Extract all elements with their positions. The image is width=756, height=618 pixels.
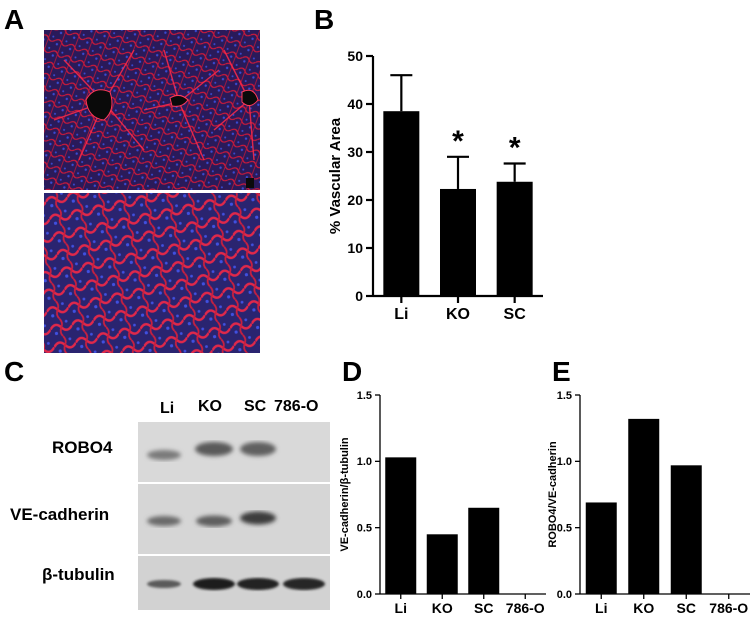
blot-row-label: β-tubulin bbox=[42, 565, 115, 584]
y-axis-title: VE-cadherin/β-tubulin bbox=[339, 437, 351, 552]
micrograph-top bbox=[44, 30, 260, 190]
bar bbox=[496, 181, 533, 296]
lane-label: KO bbox=[198, 398, 222, 415]
y-tick-label: 40 bbox=[347, 96, 363, 112]
y-tick-label: 0.5 bbox=[557, 523, 572, 535]
x-tick-label: KO bbox=[633, 600, 654, 616]
panel-label-e: E bbox=[552, 356, 571, 387]
x-tick-label: SC bbox=[504, 306, 527, 323]
significance-asterisk: * bbox=[509, 132, 521, 165]
y-tick-label: 20 bbox=[347, 192, 363, 208]
x-tick-label: SC bbox=[474, 600, 493, 616]
y-tick-label: 0 bbox=[355, 288, 363, 304]
bar bbox=[468, 507, 500, 594]
micrograph-bottom bbox=[44, 193, 260, 353]
y-axis-title: ROBO4/VE-cadherin bbox=[548, 441, 559, 548]
x-tick-label: Li bbox=[394, 306, 408, 323]
blot-row-label: VE-cadherin bbox=[10, 505, 110, 524]
bar bbox=[383, 111, 420, 296]
bar bbox=[628, 418, 660, 594]
panel-label-c: C bbox=[4, 356, 25, 387]
x-tick-label: SC bbox=[677, 600, 696, 616]
x-tick-label: 786-O bbox=[506, 600, 545, 616]
panel-label-b: B bbox=[314, 4, 335, 35]
chart-robo4-ratio: 0.0 0.5 1.0 1.5 ROBO4/VE-cadherin Li KO SC 786-O bbox=[548, 390, 750, 616]
significance-asterisk: * bbox=[452, 125, 464, 158]
lane-label: SC bbox=[244, 398, 267, 415]
x-tick-label: KO bbox=[446, 306, 470, 323]
panel-label-d: D bbox=[342, 356, 363, 387]
bar bbox=[385, 457, 417, 594]
y-tick-label: 1.0 bbox=[357, 456, 372, 468]
lane-label: Li bbox=[160, 400, 175, 417]
lane-label: 786-O bbox=[274, 398, 319, 415]
y-tick-label: 10 bbox=[347, 240, 363, 256]
western-blot-panel: Li KO SC 786-O ROBO4 VE-cadherin β-tubul… bbox=[0, 380, 330, 610]
x-tick-label: 786-O bbox=[709, 600, 748, 616]
panel-label-a: A bbox=[4, 4, 25, 35]
y-tick-label: 30 bbox=[347, 144, 363, 160]
x-tick-label: Li bbox=[595, 600, 607, 616]
bar bbox=[426, 534, 458, 594]
y-tick-label: 1.0 bbox=[557, 456, 572, 468]
x-tick-label: Li bbox=[395, 600, 407, 616]
blot-row-label: ROBO4 bbox=[52, 438, 113, 457]
y-tick-label: 0.0 bbox=[557, 589, 572, 601]
bar bbox=[585, 502, 617, 594]
chart-vascular-area: 0 10 20 30 40 50 % Vascular Area Li KO * SC * bbox=[327, 48, 543, 323]
y-axis-title: % Vascular Area bbox=[327, 117, 344, 234]
bar bbox=[670, 465, 702, 594]
y-tick-label: 1.5 bbox=[557, 390, 572, 402]
chart-vecadherin-ratio: 0.0 0.5 1.0 1.5 VE-cadherin/β-tubulin Li KO SC 7… bbox=[339, 390, 546, 616]
blot-image bbox=[138, 422, 330, 610]
y-tick-label: 0.0 bbox=[357, 589, 372, 601]
y-tick-label: 1.5 bbox=[357, 390, 372, 402]
y-tick-label: 0.5 bbox=[357, 523, 372, 535]
x-tick-label: KO bbox=[432, 600, 453, 616]
bar bbox=[440, 188, 476, 296]
y-tick-label: 50 bbox=[347, 48, 363, 64]
